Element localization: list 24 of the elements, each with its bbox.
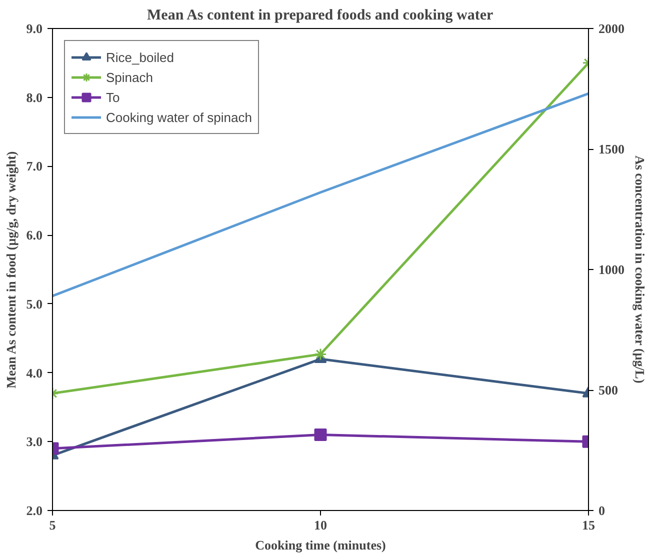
y2-tick-label: 1000 [598,262,624,277]
y2-tick-label: 0 [598,503,605,518]
y-axis-title: Mean As content in food (µg/g, dry weight) [3,151,18,388]
y-tick-label: 2.0 [26,503,42,518]
y-tick-label: 5.0 [26,296,42,312]
legend-label: Rice_boiled [106,50,174,64]
legend-label: Cooking water of spinach [106,110,252,124]
x-tick-label: 5 [49,518,56,532]
x-axis-title: Cooking time (minutes) [255,538,386,552]
y-tick-label: 3.0 [26,434,42,450]
y2-tick-label: 2000 [598,21,624,36]
y-tick-label: 6.0 [26,228,42,243]
y-tick-label: 4.0 [26,365,42,380]
chart-title: Mean As content in prepared foods and cooking water [147,8,494,24]
y-tick-label: 7.0 [26,158,42,174]
x-tick-label: 10 [314,518,327,532]
x-tick-label: 15 [582,518,596,532]
y2-axis-title: As concentration in cooking water (µg/L) [632,155,648,384]
legend-label: To [106,90,121,104]
y2-tick-label: 500 [598,382,618,398]
y-tick-label: 9.0 [26,21,42,36]
legend-label: Spinach [106,70,153,84]
y-tick-label: 8.0 [26,90,42,105]
y2-tick-label: 1500 [598,142,624,156]
